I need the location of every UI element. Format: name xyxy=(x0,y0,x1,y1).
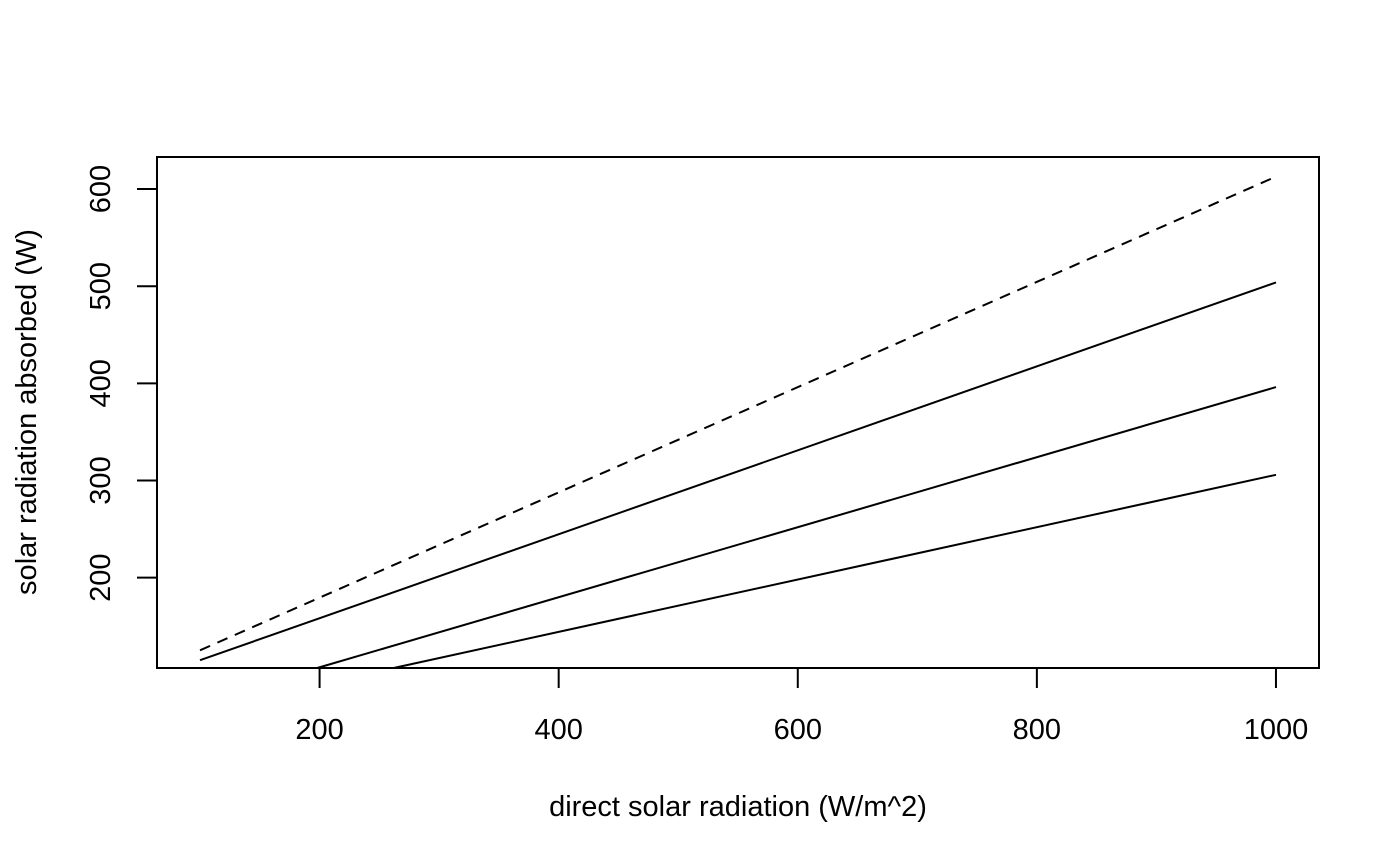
series-layer xyxy=(199,175,1277,669)
x-tick-label: 600 xyxy=(774,714,822,746)
x-tick-label: 1000 xyxy=(1244,714,1309,746)
series-line-1 xyxy=(199,175,1277,652)
series-line-4 xyxy=(393,473,1277,669)
y-tick-label: 300 xyxy=(85,456,117,504)
x-tick-label: 200 xyxy=(295,714,343,746)
x-axis-label: direct solar radiation (W/m^2) xyxy=(549,791,927,823)
series-line-2 xyxy=(199,281,1277,662)
x-tick-label: 800 xyxy=(1013,714,1061,746)
y-tick-label: 500 xyxy=(85,262,117,310)
y-axis: 200 300 400 500 600 xyxy=(85,165,158,602)
y-tick-label: 600 xyxy=(85,165,117,213)
y-tick-label: 200 xyxy=(85,553,117,601)
x-tick-label: 400 xyxy=(534,714,582,746)
y-tick-label: 400 xyxy=(85,359,117,407)
x-axis: 200 400 600 800 1000 xyxy=(295,667,1309,746)
y-axis-label: solar radiation absorbed (W) xyxy=(11,229,43,595)
series-line-3 xyxy=(316,386,1277,669)
